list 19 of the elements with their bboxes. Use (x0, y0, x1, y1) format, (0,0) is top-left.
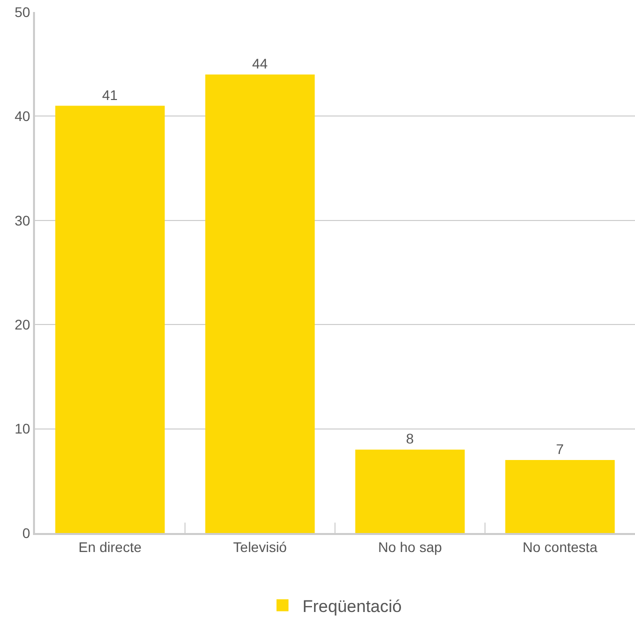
y-tick-label: 10 (14, 420, 30, 437)
y-tick-label: 30 (14, 212, 30, 228)
bar (505, 460, 615, 533)
data-label: 8 (406, 430, 414, 447)
y-tick-label: 0 (22, 524, 30, 541)
data-label: 7 (556, 441, 564, 458)
data-label: 41 (102, 86, 118, 103)
x-tick-label: Televisió (233, 538, 288, 555)
bar (55, 106, 165, 533)
y-tick-label: 50 (14, 4, 30, 20)
bar (355, 450, 465, 533)
bar (205, 74, 315, 533)
x-tick-label: En directe (78, 538, 142, 555)
y-tick-label: 20 (14, 316, 30, 332)
x-tick-label: No ho sap (378, 538, 442, 555)
y-tick-label: 40 (14, 108, 30, 124)
x-tick-label: No contesta (522, 538, 598, 555)
legend-label: Freqüentació (302, 596, 402, 616)
data-label: 44 (252, 56, 268, 72)
